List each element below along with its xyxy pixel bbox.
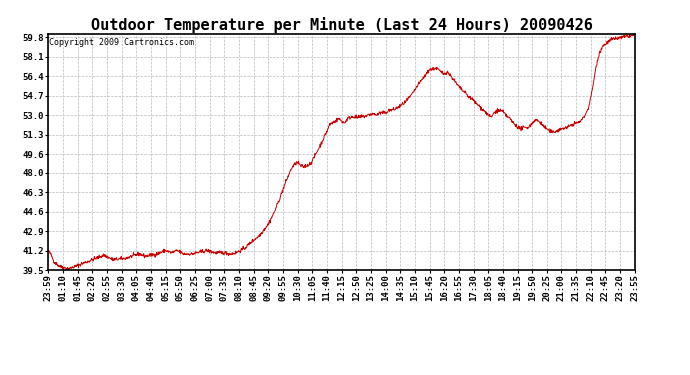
Text: Copyright 2009 Cartronics.com: Copyright 2009 Cartronics.com	[50, 39, 195, 48]
Title: Outdoor Temperature per Minute (Last 24 Hours) 20090426: Outdoor Temperature per Minute (Last 24 …	[90, 16, 593, 33]
